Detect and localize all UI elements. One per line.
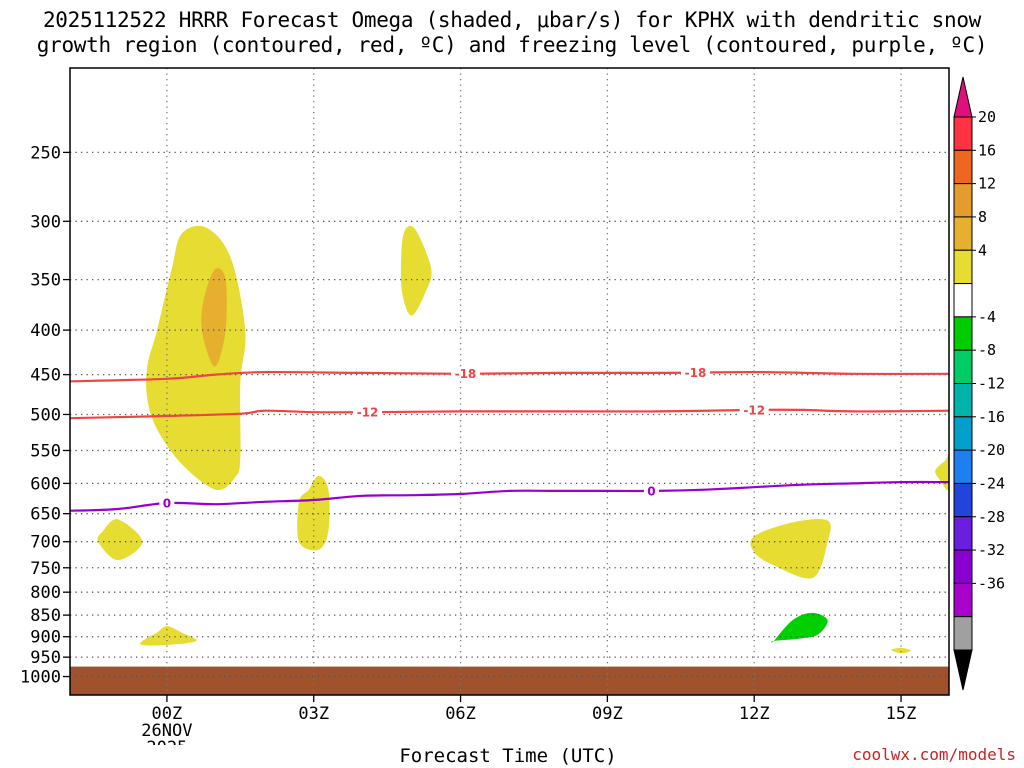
omega-region-6 (139, 626, 197, 646)
colorbar-segment (953, 349, 973, 384)
colorbar: 20 16 12 8 4 -4 -8 -12 -16 -20 -24 -28 -32 -36 (953, 76, 1005, 691)
plot-area: -18 -18 -12 -12 0 0 250 300 350 400 450 500 550 600 65… (20, 67, 950, 745)
colorbar-segment (953, 549, 973, 584)
colorbar-label--4: -4 (978, 308, 996, 326)
colorbar-segment (953, 216, 973, 251)
colorbar-label-20: 20 (978, 108, 996, 126)
colorbar-label--20: -20 (978, 441, 1005, 459)
y-tick-label-650: 650 (30, 505, 61, 525)
x-tick-label-12Z: 12Z (739, 704, 770, 724)
ground-below-surface (70, 666, 949, 695)
contour-label--18: -18 (685, 366, 707, 380)
colorbar-segment (953, 183, 973, 218)
x-tick-label-03Z: 03Z (298, 704, 329, 724)
colorbar-segment (953, 482, 973, 518)
colorbar-label-4: 4 (978, 241, 987, 259)
chart-title-line-1: 2025112522 HRRR Forecast Omega (shaded, … (42, 8, 982, 32)
contour-label-0: 0 (163, 497, 171, 511)
contour-label--12: -12 (357, 406, 379, 420)
colorbar-segment (953, 316, 973, 351)
contour-label-bg (450, 366, 480, 381)
chart-title-line-2: growth region (contoured, red, ºC) and f… (36, 33, 988, 57)
x-tick-sublabel: 2025 (146, 738, 187, 745)
watermark: coolwx.com/models (852, 745, 1016, 764)
colorbar-segment (953, 249, 973, 285)
contour-label--12: -12 (743, 403, 765, 417)
y-tick-label-600: 600 (30, 474, 61, 494)
colorbar-label--12: -12 (978, 375, 1005, 393)
x-tick-label-15Z: 15Z (886, 704, 917, 724)
colorbar-segment (953, 449, 973, 484)
colorbar-label--32: -32 (978, 541, 1005, 559)
y-tick-label-1000: 1000 (20, 668, 61, 688)
x-tick-label-00Z: 00Z (152, 704, 183, 724)
y-tick-label-950: 950 (30, 648, 61, 668)
contour-label--18: -18 (455, 367, 477, 381)
contour-label-0: 0 (647, 484, 655, 498)
omega-region-7 (750, 519, 831, 579)
colorbar-segment (953, 516, 973, 551)
colorbar-label-16: 16 (978, 141, 996, 159)
contour-0 (70, 480, 949, 512)
colorbar-segment (953, 416, 973, 451)
contour-label-bg (680, 365, 710, 380)
omega-region-10 (771, 612, 828, 643)
y-tick-label-700: 700 (30, 533, 61, 553)
y-tick-label-300: 300 (30, 212, 61, 232)
y-tick-label-500: 500 (30, 405, 61, 425)
x-tick-label-06Z: 06Z (445, 704, 476, 724)
colorbar-segment (953, 283, 973, 318)
colorbar-bottom-cap (953, 649, 973, 691)
y-tick-label-400: 400 (30, 321, 61, 341)
colorbar-label--8: -8 (978, 341, 996, 359)
contour-label-bg (159, 496, 175, 511)
y-tick-label-550: 550 (30, 442, 61, 462)
colorbar-segment (953, 116, 973, 151)
colorbar-label-12: 12 (978, 175, 996, 193)
y-tick-label-350: 350 (30, 271, 61, 291)
colorbar-label--36: -36 (978, 574, 1005, 592)
colorbar-label--24: -24 (978, 474, 1005, 492)
colorbar-segment (953, 383, 973, 418)
x-axis-label-text: Forecast Time (UTC) (399, 745, 617, 767)
colorbar-label--28: -28 (978, 508, 1005, 526)
colorbar-segment (953, 616, 973, 651)
y-tick-label-450: 450 (30, 366, 61, 386)
y-tick-label-800: 800 (30, 583, 61, 603)
omega-region-9 (891, 647, 911, 654)
chart: -18 -18 -12 -12 0 0 250 300 350 400 450 500 550 600 65… (20, 67, 1005, 745)
contour-label-bg (353, 405, 383, 420)
colorbar-label--16: -16 (978, 408, 1005, 426)
y-tick-label-850: 850 (30, 606, 61, 626)
omega-region-3 (400, 225, 432, 316)
colorbar-segment (953, 149, 973, 185)
x-tick-sublabel: 26NOV (141, 721, 192, 741)
contour-label-bg (739, 402, 769, 417)
contour-label-bg (643, 483, 659, 498)
omega-region-4 (297, 475, 330, 551)
colorbar-label-8: 8 (978, 208, 987, 226)
omega-region-2 (201, 268, 227, 367)
y-tick-label-750: 750 (30, 559, 61, 579)
colorbar-top-cap (953, 76, 973, 118)
x-axis-label: Forecast Time (UTC) (0, 745, 1024, 767)
x-tick-label-09Z: 09Z (592, 704, 623, 724)
y-tick-label-900: 900 (30, 628, 61, 648)
contour--12 (70, 408, 949, 420)
y-tick-label-250: 250 (30, 143, 61, 163)
colorbar-segment (953, 582, 973, 618)
omega-region-5 (97, 519, 143, 561)
plot-frame (69, 67, 950, 696)
